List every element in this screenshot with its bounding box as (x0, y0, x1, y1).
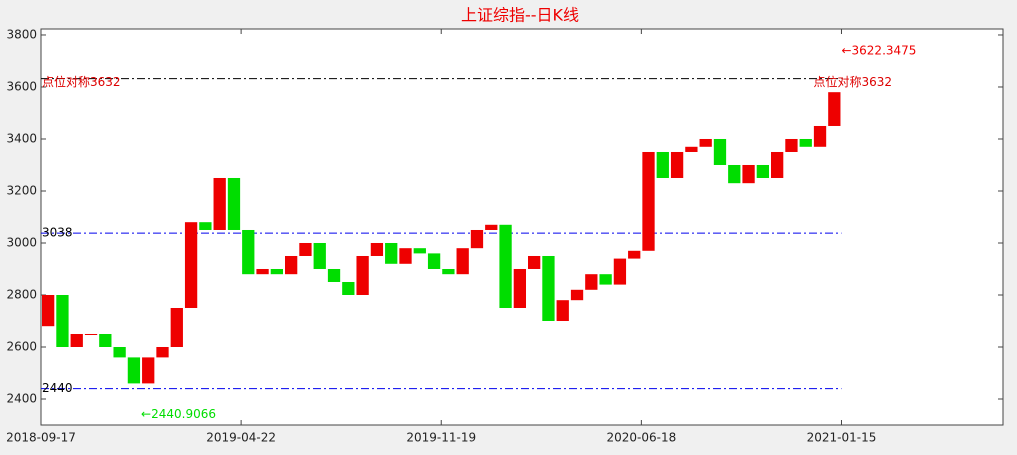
reference-label: 点位对称3632 (813, 74, 892, 89)
candle (356, 255, 369, 295)
candle (242, 229, 255, 275)
candle (771, 151, 784, 178)
y-tick-label: 3400 (6, 131, 37, 145)
candle (285, 255, 298, 275)
candle (199, 222, 212, 230)
candle (685, 146, 698, 152)
candle (170, 307, 183, 347)
candle (327, 268, 341, 282)
candle (499, 224, 512, 308)
y-tick-label: 3000 (6, 235, 37, 249)
candle (313, 242, 326, 269)
candle (542, 255, 555, 321)
candle (442, 268, 455, 275)
annotation: ←3622.3475 (841, 44, 916, 58)
candle (485, 224, 498, 230)
candle (785, 138, 798, 152)
candle (42, 294, 55, 327)
candle (70, 333, 83, 347)
y-tick-label: 3600 (6, 79, 37, 93)
candle (556, 300, 569, 321)
candle (528, 255, 541, 269)
x-tick-label: 2021-01-15 (807, 431, 877, 445)
candle (256, 268, 269, 275)
candle (84, 333, 98, 335)
x-tick-label: 2019-11-19 (406, 431, 476, 445)
candle (113, 346, 126, 358)
candle (828, 92, 841, 126)
candle (142, 357, 155, 384)
candle (127, 357, 141, 384)
candle (613, 258, 627, 285)
candle (227, 177, 241, 230)
candle (470, 229, 484, 249)
candle (513, 268, 527, 308)
y-tick-label: 2600 (6, 339, 37, 353)
candle (799, 138, 812, 147)
candle (456, 248, 469, 275)
candle (813, 125, 827, 147)
candle (699, 138, 712, 147)
candle (756, 164, 770, 178)
candle (713, 138, 727, 165)
candle (342, 281, 355, 295)
candle (585, 274, 598, 290)
candle (413, 248, 426, 254)
candle (56, 294, 69, 347)
x-tick-label: 2019-04-22 (206, 431, 276, 445)
annotation: ←2440.9066 (141, 407, 216, 421)
x-tick-label: 2018-09-17 (6, 431, 76, 445)
y-tick-label: 2400 (6, 391, 37, 405)
candle (99, 333, 112, 347)
candle (184, 222, 198, 308)
candle (213, 177, 226, 230)
candle (628, 250, 641, 259)
candle (270, 268, 284, 275)
candle (642, 151, 655, 251)
reference-label: 3038 (42, 226, 73, 240)
candle (670, 151, 684, 178)
y-tick-label: 2800 (6, 287, 37, 301)
y-tick-label: 3200 (6, 183, 37, 197)
candle (656, 151, 669, 178)
candle (385, 242, 398, 264)
chart-title: 上证综指--日K线 (461, 6, 579, 25)
reference-label: 2440 (42, 381, 73, 395)
candle (370, 242, 384, 256)
candle (728, 164, 741, 184)
candle (570, 289, 584, 301)
reference-label: 点位对称3632 (42, 74, 121, 89)
candle (427, 253, 441, 269)
candle (156, 346, 169, 358)
candle (299, 242, 312, 256)
candle (599, 274, 612, 285)
y-tick-label: 3800 (6, 27, 37, 41)
x-tick-label: 2020-06-18 (606, 431, 676, 445)
candle (399, 248, 412, 264)
candle (742, 164, 755, 184)
